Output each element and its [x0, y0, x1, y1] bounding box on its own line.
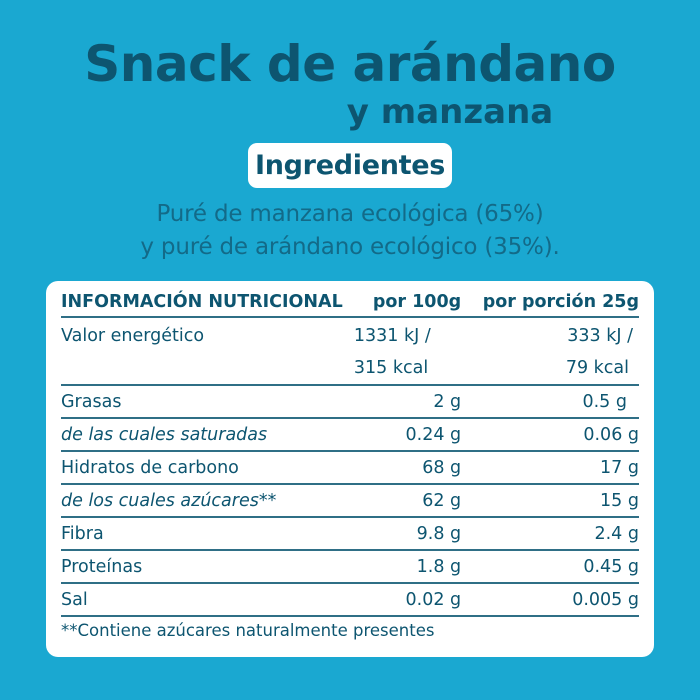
nutrition-table: INFORMACIÓN NUTRICIONAL por 100g por por… — [61, 288, 639, 617]
table-row: Sal 0.02 g 0.005 g — [61, 583, 639, 617]
row-portion: 15 g — [475, 484, 639, 518]
energy-label: Valor energético — [61, 317, 354, 386]
nutrition-panel: INFORMACIÓN NUTRICIONAL por 100g por por… — [46, 281, 654, 657]
row-label-saturadas: de las cuales saturadas — [61, 418, 354, 452]
row-label-azucares: de los cuales azúcares** — [61, 484, 354, 518]
row-portion: 17 g — [475, 451, 639, 485]
product-title: Snack de arándano — [84, 35, 616, 93]
product-subtitle: y manzana — [0, 92, 700, 132]
table-row: Grasas 2 g 0.5 g — [61, 385, 639, 419]
row-label-fibra: Fibra — [61, 517, 354, 551]
table-row: Hidratos de carbono 68 g 17 g — [61, 451, 639, 485]
table-row: Proteínas 1.8 g 0.45 g — [61, 550, 639, 584]
energy-portion: 333 kJ / 79 kcal — [475, 317, 639, 386]
nutrition-header-row: INFORMACIÓN NUTRICIONAL por 100g por por… — [61, 288, 639, 318]
row-label-sal: Sal — [61, 583, 354, 617]
row-per100: 2 g — [353, 385, 476, 419]
energy-per100: 1331 kJ / 315 kcal — [353, 317, 476, 386]
row-label-hidratos: Hidratos de carbono — [61, 451, 354, 485]
energy-per100-kcal: 315 kcal — [353, 358, 429, 378]
row-label-proteinas: Proteínas — [61, 550, 354, 584]
sugar-footnote: **Contiene azúcares naturalmente present… — [61, 621, 435, 640]
energy-portion-kcal: 79 kcal — [565, 358, 629, 378]
row-per100: 0.02 g — [353, 583, 476, 617]
product-subtitle-text: y manzana — [346, 92, 554, 132]
row-portion: 0.45 g — [475, 550, 639, 584]
row-portion: 0.06 g — [475, 418, 639, 452]
energy-portion-kj: 333 kJ / — [567, 326, 633, 346]
header-per-portion: por porción 25g — [475, 288, 639, 318]
header-nutrition-info: INFORMACIÓN NUTRICIONAL — [61, 288, 354, 318]
ingredients-line-2: y puré de arándano ecológico (35%). — [140, 234, 560, 260]
table-row-energy: Valor energético 1331 kJ / 315 kcal 333 … — [61, 317, 639, 386]
table-row: de las cuales saturadas 0.24 g 0.06 g — [61, 418, 639, 452]
header-per-100g: por 100g — [353, 288, 476, 318]
row-per100: 9.8 g — [353, 517, 476, 551]
ingredients-badge: Ingredientes — [248, 143, 452, 188]
row-portion: 2.4 g — [475, 517, 639, 551]
ingredients-text: Puré de manzana ecológica (65%) y puré d… — [0, 198, 700, 264]
row-portion: 0.5 g — [475, 385, 639, 419]
row-per100: 62 g — [353, 484, 476, 518]
ingredients-line-1: Puré de manzana ecológica (65%) — [156, 201, 544, 227]
row-label-grasas: Grasas — [61, 385, 354, 419]
row-per100: 1.8 g — [353, 550, 476, 584]
table-row: Fibra 9.8 g 2.4 g — [61, 517, 639, 551]
row-per100: 68 g — [353, 451, 476, 485]
row-portion: 0.005 g — [475, 583, 639, 617]
table-row: de los cuales azúcares** 62 g 15 g — [61, 484, 639, 518]
energy-per100-kj: 1331 kJ / — [353, 326, 431, 346]
row-per100: 0.24 g — [353, 418, 476, 452]
